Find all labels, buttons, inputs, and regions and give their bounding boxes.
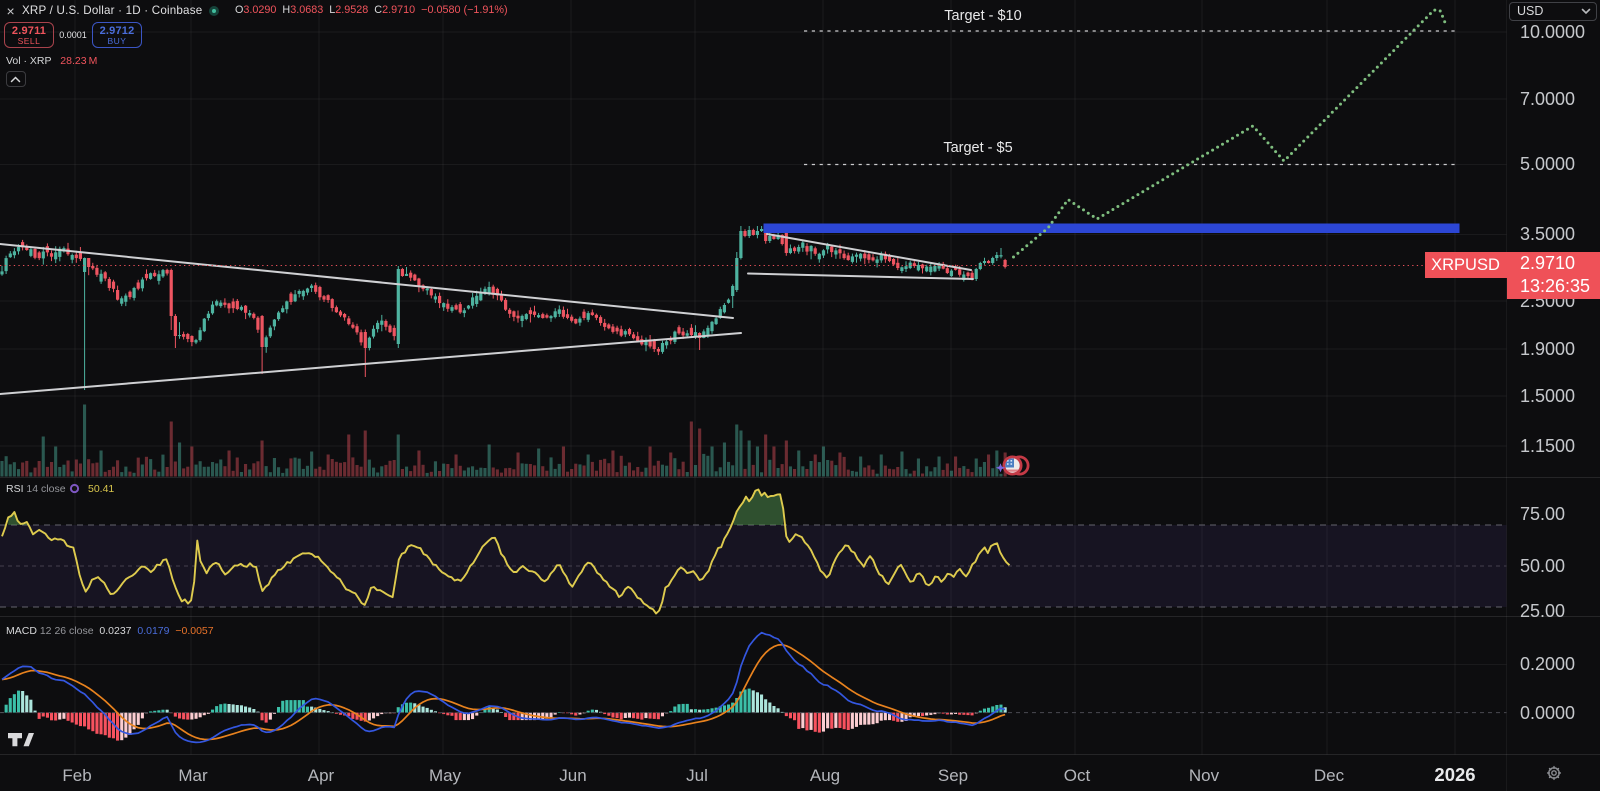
svg-text:Target - $5: Target - $5: [943, 140, 1012, 156]
svg-text:Target - $10: Target - $10: [944, 8, 1021, 24]
